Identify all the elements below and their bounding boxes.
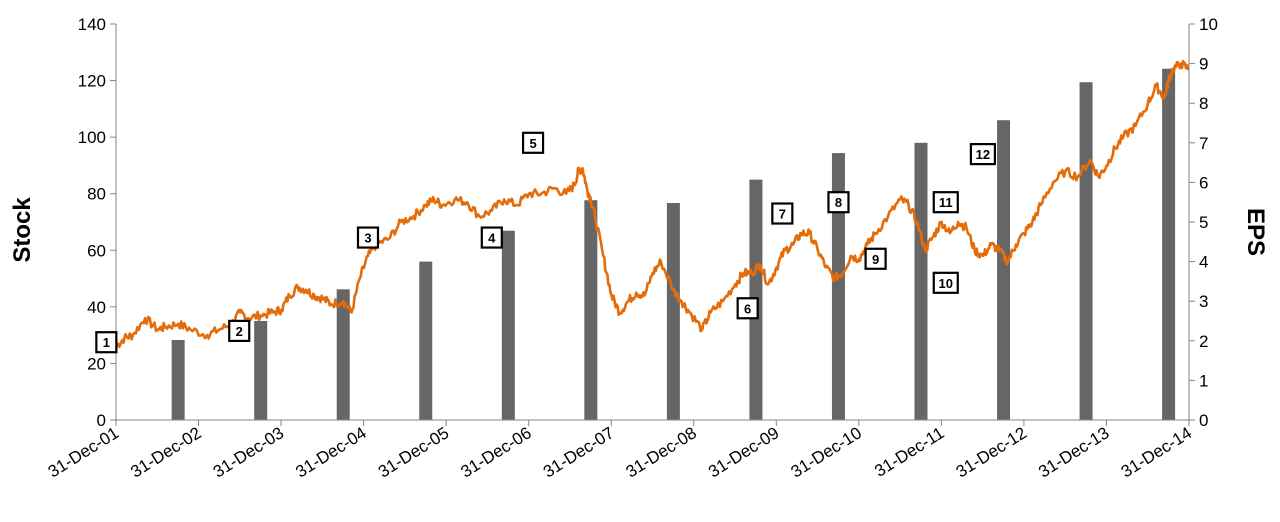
event-marker-box bbox=[480, 226, 503, 249]
event-marker-box bbox=[827, 191, 850, 214]
event-marker-label: 5 bbox=[529, 136, 536, 151]
event-marker: 8 bbox=[827, 191, 850, 214]
x-tick-label: 31-Dec-09 bbox=[705, 423, 782, 481]
event-marker: 3 bbox=[356, 226, 380, 249]
event-marker-box bbox=[932, 191, 959, 214]
eps-bar bbox=[171, 340, 185, 420]
eps-bar bbox=[666, 202, 680, 420]
y-right-tick-label: 3 bbox=[1199, 292, 1208, 311]
x-tick-label: 31-Dec-10 bbox=[788, 423, 865, 481]
eps-bar bbox=[914, 142, 928, 421]
x-tick-label: 31-Dec-06 bbox=[457, 423, 534, 481]
event-marker-box bbox=[969, 143, 997, 166]
y-right-tick-label: 2 bbox=[1199, 332, 1208, 351]
event-marker: 10 bbox=[932, 271, 959, 294]
x-tick-label: 31-Dec-11 bbox=[871, 423, 947, 481]
eps-bar bbox=[1079, 82, 1093, 420]
event-marker-label: 3 bbox=[364, 231, 371, 246]
eps-bar bbox=[831, 153, 845, 420]
event-marker-label: 4 bbox=[488, 231, 496, 246]
stock-price-line bbox=[115, 59, 1190, 349]
event-marker-label: 6 bbox=[744, 301, 751, 316]
event-marker: 1 bbox=[95, 331, 118, 354]
x-tick-label: 31-Dec-02 bbox=[127, 423, 204, 481]
event-marker: 11 bbox=[932, 191, 959, 214]
eps-bars bbox=[171, 68, 1176, 421]
x-tick-label: 31-Dec-08 bbox=[623, 423, 700, 481]
y-right-tick-label: 9 bbox=[1199, 55, 1208, 74]
event-marker-label: 7 bbox=[779, 207, 786, 222]
x-tick-label: 31-Dec-13 bbox=[1035, 423, 1112, 481]
event-marker-box bbox=[521, 131, 545, 154]
y-left-tick-label: 20 bbox=[87, 354, 106, 373]
event-marker-box bbox=[228, 319, 251, 342]
event-marker-label: 1 bbox=[103, 335, 110, 350]
y-right-tick-label: 0 bbox=[1199, 411, 1208, 430]
y-left-tick-label: 60 bbox=[87, 241, 106, 260]
event-marker-label: 12 bbox=[976, 147, 990, 162]
eps-bar bbox=[997, 120, 1011, 420]
eps-bar bbox=[1162, 68, 1176, 421]
y-left-tick-label: 120 bbox=[78, 72, 106, 91]
y-right-tick-label: 6 bbox=[1199, 173, 1208, 192]
event-marker-label: 11 bbox=[939, 195, 953, 210]
x-tick-label: 31-Dec-03 bbox=[210, 423, 287, 481]
event-marker-label: 8 bbox=[835, 195, 842, 210]
event-marker: 12 bbox=[969, 143, 997, 166]
event-marker: 4 bbox=[480, 226, 503, 249]
event-marker-box bbox=[864, 247, 887, 270]
event-marker-box bbox=[736, 297, 759, 320]
y-left-axis-title: Stock bbox=[9, 197, 36, 263]
event-marker-label: 9 bbox=[872, 252, 879, 267]
axes bbox=[110, 23, 1195, 426]
eps-bar bbox=[501, 230, 515, 420]
event-marker-box bbox=[356, 226, 380, 249]
x-tick-label: 31-Dec-04 bbox=[292, 423, 369, 481]
x-tick-label: 31-Dec-05 bbox=[375, 423, 452, 481]
event-marker: 9 bbox=[864, 247, 887, 270]
x-tick-label: 31-Dec-07 bbox=[540, 423, 617, 481]
y-right-tick-label: 8 bbox=[1199, 94, 1208, 113]
y-right-tick-label: 10 bbox=[1199, 15, 1218, 34]
y-right-tick-label: 4 bbox=[1199, 253, 1208, 272]
y-right-tick-label: 5 bbox=[1199, 213, 1208, 232]
event-marker: 7 bbox=[771, 202, 794, 225]
event-marker-box bbox=[771, 202, 794, 225]
y-left-tick-label: 40 bbox=[87, 298, 106, 317]
eps-bar bbox=[419, 261, 433, 420]
y-right-tick-label: 1 bbox=[1199, 371, 1208, 390]
event-marker: 6 bbox=[736, 297, 759, 320]
eps-bar bbox=[336, 289, 350, 420]
x-tick-label: 31-Dec-12 bbox=[953, 423, 1030, 481]
y-left-tick-label: 80 bbox=[87, 185, 106, 204]
event-marker-box bbox=[95, 331, 118, 354]
event-marker-label: 2 bbox=[236, 324, 243, 339]
y-left-tick-label: 140 bbox=[78, 15, 106, 34]
eps-bar bbox=[254, 321, 268, 420]
event-marker-label: 10 bbox=[939, 276, 953, 291]
y-right-axis-title: EPS bbox=[1242, 208, 1269, 256]
x-tick-label: 31-Dec-01 bbox=[45, 423, 122, 481]
y-left-tick-label: 0 bbox=[97, 411, 106, 430]
stock-line bbox=[115, 59, 1190, 349]
x-tick-label: 31-Dec-14 bbox=[1118, 423, 1195, 481]
eps-bar bbox=[584, 200, 598, 420]
event-marker-box bbox=[932, 271, 959, 294]
event-marker: 2 bbox=[228, 319, 251, 342]
y-left-tick-label: 100 bbox=[78, 128, 106, 147]
event-marker: 5 bbox=[521, 131, 545, 154]
y-right-tick-label: 7 bbox=[1199, 134, 1208, 153]
